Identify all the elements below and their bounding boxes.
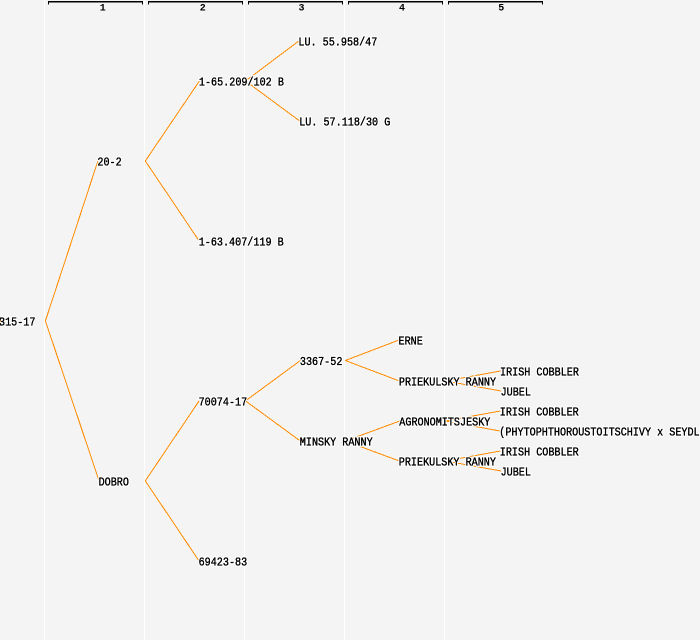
- svg-text:70074-17: 70074-17: [199, 397, 248, 410]
- svg-text:PRIEKULSKY RANNY: PRIEKULSKY RANNY: [399, 457, 497, 470]
- svg-text:IRISH COBBLER: IRISH COBBLER: [500, 407, 579, 420]
- svg-text:MINSKY RANNY: MINSKY RANNY: [300, 437, 373, 450]
- svg-text:LU. 57.118/30 G: LU. 57.118/30 G: [299, 117, 390, 130]
- svg-text:IRISH COBBLER: IRISH COBBLER: [500, 447, 579, 460]
- svg-text:1: 1: [100, 3, 106, 14]
- svg-text:1-65.209/102 B: 1-65.209/102 B: [199, 77, 284, 90]
- svg-text:PRIEKULSKY RANNY: PRIEKULSKY RANNY: [399, 377, 497, 390]
- svg-text:DOBRO: DOBRO: [99, 477, 129, 490]
- svg-text:315-17: 315-17: [0, 317, 35, 330]
- svg-text:JUBEL: JUBEL: [501, 387, 531, 400]
- svg-text:IRISH COBBLER: IRISH COBBLER: [500, 367, 579, 380]
- svg-text:IRISH COBBLER: IRISH COBBLER: [500, 447, 579, 460]
- svg-text:315-17: 315-17: [0, 317, 35, 330]
- svg-text:1-63.407/119 B: 1-63.407/119 B: [199, 237, 284, 250]
- svg-text:2: 2: [200, 3, 206, 14]
- svg-text:1-63.407/119 B: 1-63.407/119 B: [199, 237, 284, 250]
- svg-text:PRIEKULSKY RANNY: PRIEKULSKY RANNY: [399, 457, 497, 470]
- svg-text:5: 5: [498, 3, 504, 14]
- svg-text:70074-17: 70074-17: [199, 397, 248, 410]
- svg-text:ERNE: ERNE: [398, 336, 422, 349]
- svg-text:(PHYTOPHTHOROUSTOITSCHIVY x SE: (PHYTOPHTHOROUSTOITSCHIVY x SEYDLITZ): [499, 427, 700, 440]
- svg-text:LU. 55.958/47: LU. 55.958/47: [298, 37, 377, 50]
- svg-text:ERNE: ERNE: [398, 336, 422, 349]
- svg-text:IRISH COBBLER: IRISH COBBLER: [500, 367, 579, 380]
- svg-text:1-65.209/102 B: 1-65.209/102 B: [199, 77, 284, 90]
- svg-text:3367-52: 3367-52: [300, 357, 343, 370]
- svg-text:JUBEL: JUBEL: [501, 467, 531, 480]
- svg-text:MINSKY RANNY: MINSKY RANNY: [300, 437, 373, 450]
- svg-text:IRISH COBBLER: IRISH COBBLER: [500, 407, 579, 420]
- svg-text:LU. 55.958/47: LU. 55.958/47: [298, 37, 377, 50]
- svg-text:69423-83: 69423-83: [199, 557, 248, 570]
- svg-text:PRIEKULSKY RANNY: PRIEKULSKY RANNY: [399, 377, 497, 390]
- svg-text:20-2: 20-2: [97, 157, 121, 170]
- svg-text:AGRONOMITSJESKY: AGRONOMITSJESKY: [399, 417, 491, 430]
- svg-text:20-2: 20-2: [97, 157, 121, 170]
- svg-text:3: 3: [298, 3, 304, 14]
- svg-text:LU. 57.118/30 G: LU. 57.118/30 G: [299, 117, 390, 130]
- svg-text:DOBRO: DOBRO: [99, 477, 129, 490]
- svg-text:JUBEL: JUBEL: [501, 467, 531, 480]
- svg-text:AGRONOMITSJESKY: AGRONOMITSJESKY: [399, 417, 491, 430]
- svg-text:(PHYTOPHTHOROUSTOITSCHIVY x SE: (PHYTOPHTHOROUSTOITSCHIVY x SEYDLITZ): [499, 427, 700, 440]
- svg-text:69423-83: 69423-83: [199, 557, 248, 570]
- svg-text:3367-52: 3367-52: [300, 357, 343, 370]
- svg-text:JUBEL: JUBEL: [501, 387, 531, 400]
- svg-text:4: 4: [399, 3, 405, 14]
